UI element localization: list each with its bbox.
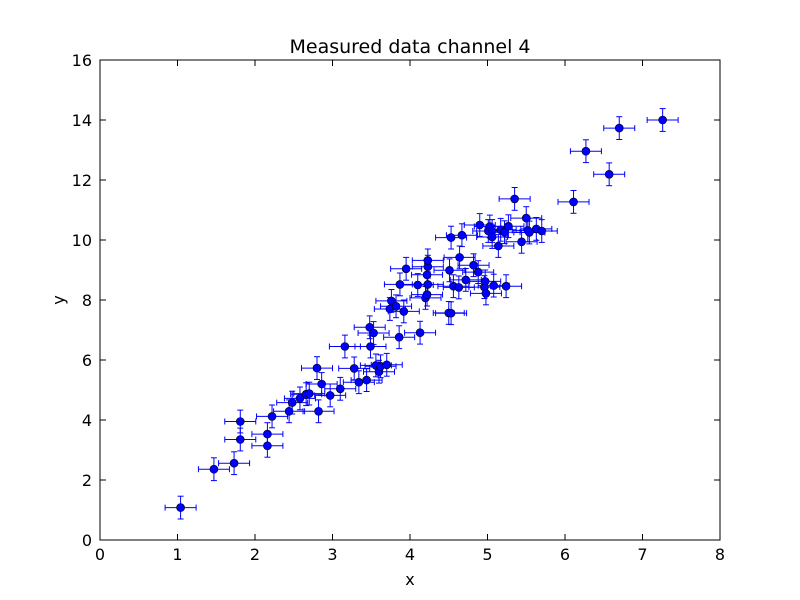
x-tick-label: 6 [560, 545, 570, 564]
y-tick-label: 16 [72, 51, 92, 70]
data-point [317, 379, 326, 389]
chart-title: Measured data channel 4 [290, 36, 531, 58]
plot-area [164, 108, 679, 520]
data-point [235, 417, 245, 426]
data-point [335, 384, 345, 394]
data-point [423, 280, 433, 289]
data-point [473, 267, 483, 277]
data-point [445, 265, 454, 275]
data-point [658, 115, 667, 125]
data-point [461, 275, 471, 285]
data-point [481, 289, 491, 298]
data-point [454, 283, 464, 292]
data-point [391, 301, 401, 311]
data-point [229, 458, 239, 468]
y-tick-label: 0 [82, 531, 92, 550]
x-tick-label: 8 [715, 545, 725, 564]
data-point [614, 123, 624, 133]
y-tick-label: 8 [82, 291, 92, 310]
data-point [480, 277, 490, 286]
y-tick-label: 2 [82, 471, 92, 490]
data-point [489, 281, 499, 290]
data-point [604, 170, 614, 179]
x-tick-label: 4 [405, 545, 415, 564]
data-point [314, 406, 323, 416]
y-tick-label: 12 [72, 171, 92, 190]
x-tick-label: 1 [172, 545, 182, 564]
y-tick-label: 14 [72, 111, 92, 130]
data-point [263, 441, 272, 451]
data-point [415, 328, 425, 338]
data-point [504, 221, 513, 231]
y-tick-label: 4 [82, 411, 92, 430]
data-point [312, 363, 322, 373]
data-point [267, 412, 277, 421]
y-axis-label: y [49, 295, 68, 304]
x-tick-label: 7 [637, 545, 647, 564]
data-point [469, 260, 478, 270]
data-point [487, 232, 497, 242]
x-tick-label: 3 [327, 545, 337, 564]
data-point [176, 503, 185, 512]
x-tick-label: 0 [95, 545, 105, 564]
data-point [494, 241, 503, 251]
data-point [209, 464, 219, 474]
data-point [457, 230, 467, 240]
data-point [304, 389, 314, 398]
data-point [284, 406, 294, 416]
data-point [517, 237, 526, 247]
data-point [446, 308, 456, 318]
data-point [340, 342, 350, 351]
data-point [455, 253, 464, 262]
data-point [501, 281, 511, 291]
data-point [394, 332, 404, 342]
data-point [413, 280, 423, 290]
x-tick-label: 5 [482, 545, 492, 564]
data-point [475, 220, 485, 230]
data-point [399, 307, 409, 316]
x-tick-label: 2 [250, 545, 260, 564]
data-point [235, 435, 245, 444]
data-point [354, 377, 364, 387]
data-point [537, 226, 547, 236]
data-point [387, 296, 396, 306]
data-point [287, 398, 297, 407]
data-point [401, 264, 411, 274]
data-point [581, 146, 591, 156]
data-point [510, 194, 519, 204]
y-tick-label: 10 [72, 231, 92, 250]
data-point [369, 328, 378, 338]
data-point [362, 375, 371, 385]
data-point [569, 197, 578, 207]
y-tick-label: 6 [82, 351, 92, 370]
data-point [382, 360, 392, 370]
data-point [423, 256, 433, 265]
x-axis-label: x [405, 570, 414, 589]
data-point [422, 290, 432, 299]
data-point [325, 391, 335, 400]
